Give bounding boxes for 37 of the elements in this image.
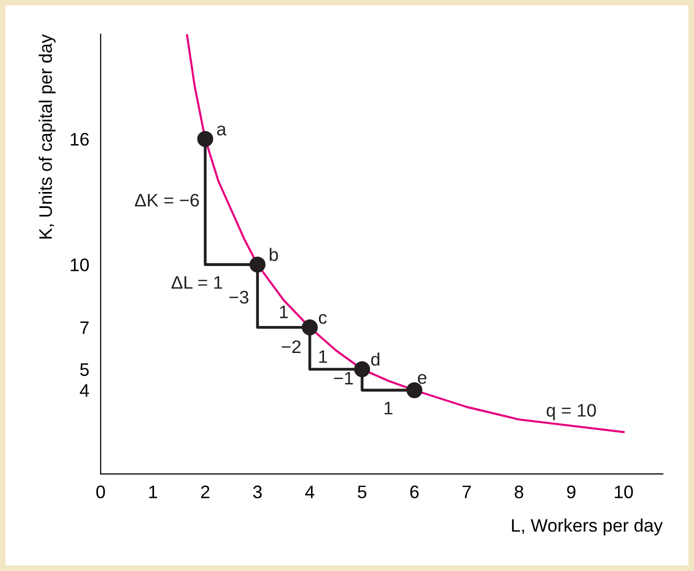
annotation: ΔL = 1	[172, 276, 222, 289]
point	[250, 256, 266, 273]
x-tick-label: 1	[149, 486, 158, 498]
y-tick-label: 10	[70, 258, 89, 272]
annotation: −1	[334, 372, 353, 384]
point	[197, 130, 214, 147]
x-tick-label: 3	[253, 486, 262, 498]
x-tick-label: 6	[410, 486, 419, 498]
annotation: c	[318, 314, 327, 324]
annotation: 1	[280, 306, 288, 318]
point	[302, 319, 318, 336]
y-tick-label: 4	[80, 384, 89, 397]
x-tick-label: 0	[96, 486, 105, 498]
annotation: 1	[319, 350, 328, 363]
x-tick-label: 10	[614, 486, 633, 498]
y-axis-title: K, Units of capital per day	[38, 34, 56, 238]
annotation: −3	[229, 290, 248, 304]
point	[406, 382, 422, 398]
y-tick-label: 16	[70, 132, 89, 146]
annotation: q = 10	[546, 404, 596, 420]
x-tick-label: 7	[462, 486, 471, 498]
point	[354, 361, 370, 378]
annotation: −2	[282, 340, 301, 353]
annotation: 1	[384, 402, 392, 414]
x-axis-title: L, Workers per day	[512, 518, 663, 536]
annotation: b	[270, 248, 278, 262]
annotation: a	[217, 126, 226, 136]
x-tick-label: 9	[567, 486, 576, 498]
x-tick-label: 8	[514, 486, 524, 498]
annotation: d	[371, 352, 380, 366]
x-tick-label: 2	[201, 486, 210, 498]
x-tick-label: 4	[305, 486, 314, 498]
annotation: ΔK = −6	[134, 194, 199, 207]
y-tick-label: 7	[80, 321, 89, 334]
x-tick-label: 5	[358, 486, 366, 498]
y-tick-label: 5	[80, 363, 89, 376]
annotation: e	[418, 374, 426, 384]
